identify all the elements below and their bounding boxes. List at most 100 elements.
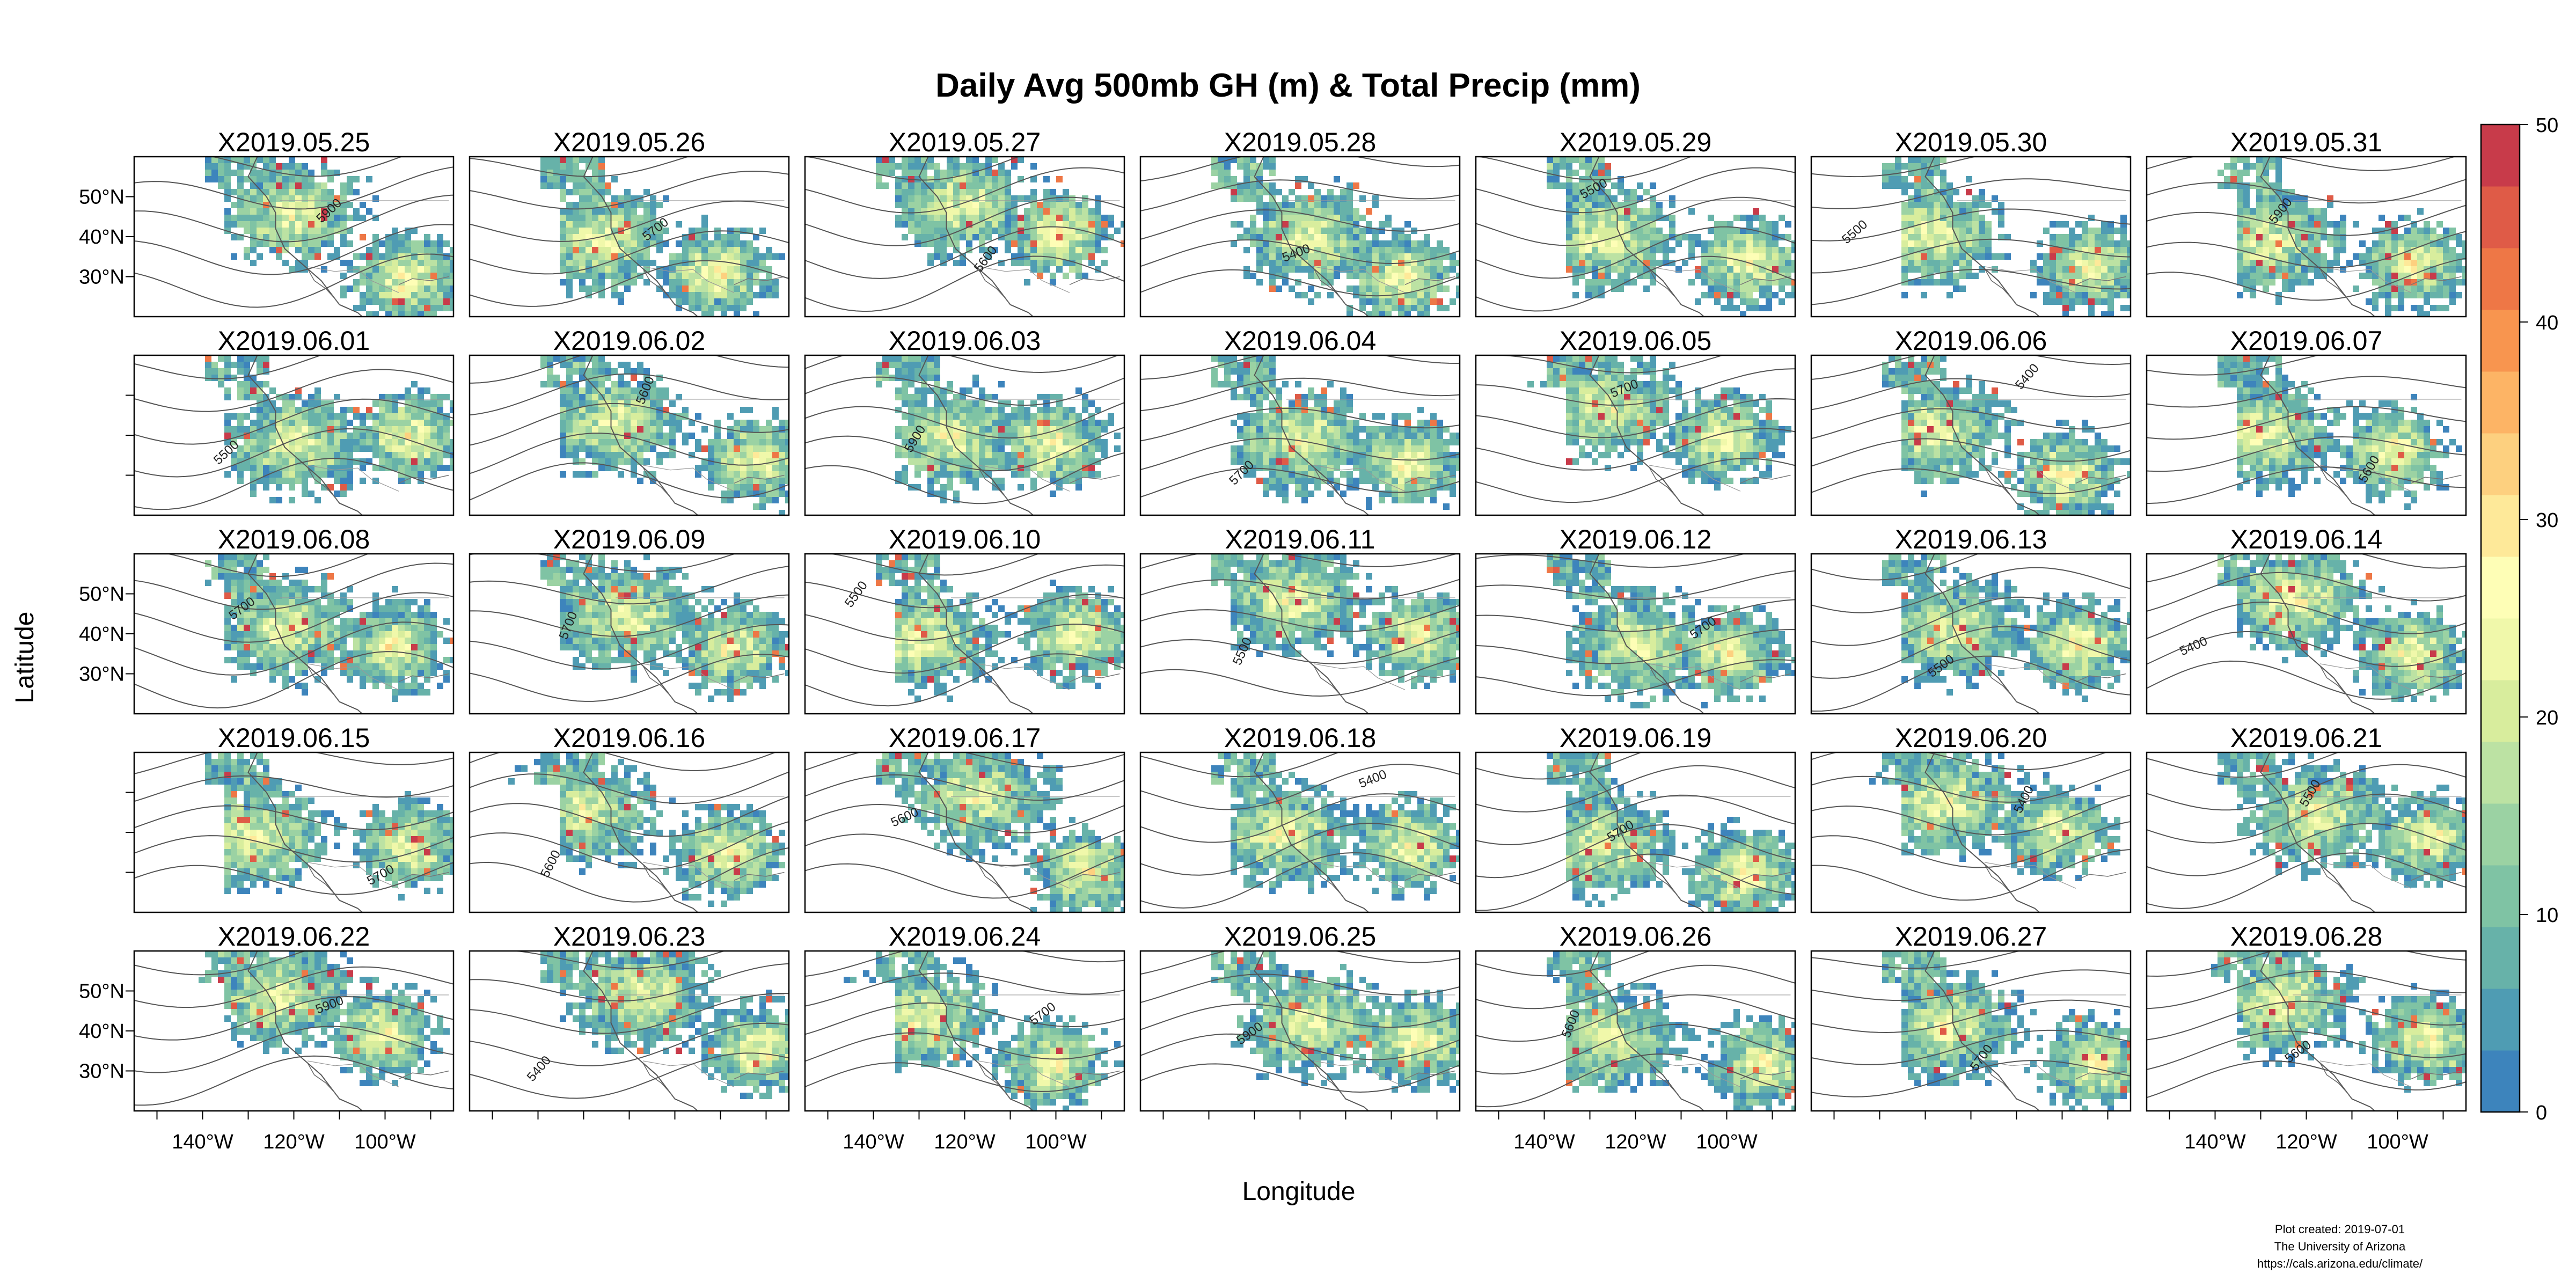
panel-title: X2019.06.21 [2230,723,2383,753]
colorbar-tick: 30 [2536,509,2558,532]
map-panel: 5700 [1810,950,2132,1119]
longitude-tick-labels: 140°W 120°W 100°W 140°W 120°W 100°W 140°W 120°W… [172,1131,2428,1153]
map-panel: 5700 [126,751,455,913]
map-panel: 5400 [1139,751,1461,913]
map-panel: 5900 [1139,950,1461,1119]
map-panel: 5700 [1475,354,1796,516]
map-panel: 5500 [1810,156,2132,318]
latitude-tick: 40°N [79,1020,125,1043]
map-panel: 5600 [469,751,790,913]
panel-title: X2019.06.04 [1224,326,1377,356]
panel-grid: X2019.05.255900X2019.05.265700X2019.05.2… [126,127,2467,1119]
colorbar-swatch [2481,742,2520,804]
colorbar-swatch [2481,186,2520,248]
panel-title: X2019.06.22 [218,921,370,952]
colorbar-swatch [2481,803,2520,866]
map-panel: 5400 [1810,751,2132,913]
panel-title: X2019.06.13 [1895,524,2047,554]
panel-title: X2019.06.07 [2230,326,2383,356]
colorbar-swatch [2481,495,2520,557]
panel-title: X2019.06.16 [553,723,706,753]
longitude-tick: 100°W [354,1131,416,1153]
latitude-tick: 40°N [79,623,125,646]
colorbar-swatch [2481,1050,2520,1113]
map-panel: 5500 [126,354,455,516]
map-panel: 5700 [469,156,790,318]
longitude-tick: 140°W [843,1131,904,1153]
map-panel: 5600 [1475,950,1796,1119]
panel-title: X2019.06.19 [1560,723,1712,753]
panel-title: X2019.05.25 [218,127,370,157]
map-panel: 5600 [804,156,1125,318]
panel-title: X2019.06.18 [1224,723,1377,753]
latitude-tick: 50°N [79,583,125,606]
colorbar: 0 10 20 30 40 50 [2480,114,2558,1124]
latitude-tick: 50°N [79,186,125,209]
map-panel: 5700 [804,950,1125,1119]
map-panel: 5600 [469,354,790,516]
panel-title: X2019.05.26 [553,127,706,157]
panel-title: X2019.06.08 [218,524,370,554]
colorbar-swatch [2481,125,2520,187]
map-panel: 5900 [126,156,455,318]
latitude-tick: 30°N [79,1060,125,1083]
latitude-tick-labels: 50°N 40°N 30°N 50°N 40°N 30°N 50°N 40°N 30°N [79,186,125,1083]
panel-title: X2019.06.09 [553,524,706,554]
credit-date: Plot created: 2019-07-01 [2275,1223,2405,1236]
latitude-tick: 30°N [79,266,125,289]
panel-title: X2019.06.10 [889,524,1041,554]
map-panel: 5700 [1475,751,1796,913]
colorbar-swatch [2481,680,2520,742]
panel-title: X2019.06.26 [1560,921,1712,952]
longitude-tick: 100°W [2367,1131,2428,1153]
map-panel: 5600 [2146,354,2467,516]
longitude-tick: 120°W [2275,1131,2337,1153]
panel-title: X2019.06.17 [889,723,1041,753]
panel-title: X2019.06.11 [1225,524,1375,554]
map-panel: 5500 [1810,553,2132,715]
map-panel: 5600 [804,751,1125,913]
map-panel: 5400 [2146,553,2467,715]
map-panel: 5400 [469,950,790,1119]
panel-title: X2019.06.27 [1895,921,2047,952]
panel-title: X2019.06.02 [553,326,706,356]
latitude-tick: 40°N [79,226,125,248]
map-panel: 5700 [126,553,455,715]
latitude-tick: 30°N [79,663,125,686]
panel-title: X2019.05.28 [1224,127,1377,157]
colorbar-swatch [2481,248,2520,310]
x-axis-label: Longitude [1242,1177,1356,1206]
colorbar-swatch [2481,865,2520,927]
map-panel: 5400 [1139,156,1461,318]
longitude-tick: 140°W [2184,1131,2246,1153]
map-panel: 5900 [2146,156,2467,318]
panel-title: X2019.06.03 [889,326,1041,356]
map-panel: 5500 [804,553,1125,715]
colorbar-swatch [2481,433,2520,495]
credit-url: https://cals.arizona.edu/climate/ [2257,1257,2423,1270]
panel-title: X2019.06.01 [218,326,370,356]
panel-title: X2019.05.29 [1560,127,1712,157]
longitude-tick: 120°W [263,1131,325,1153]
longitude-tick: 140°W [1513,1131,1575,1153]
panel-title: X2019.05.27 [889,127,1041,157]
credits: Plot created: 2019-07-01 The University … [2257,1223,2423,1270]
main-title: Daily Avg 500mb GH (m) & Total Precip (m… [935,67,1641,104]
longitude-tick: 100°W [1696,1131,1758,1153]
colorbar-tick: 50 [2536,114,2558,137]
latitude-tick: 50°N [79,980,125,1003]
map-panel: 5500 [2146,751,2467,913]
panel-title: X2019.05.30 [1895,127,2047,157]
colorbar-swatch [2481,310,2520,372]
longitude-tick: 100°W [1025,1131,1087,1153]
map-panel: 5400 [1810,354,2132,516]
colorbar-tick: 0 [2536,1102,2547,1124]
map-panel: 5900 [804,354,1125,516]
colorbar-swatch [2481,557,2520,619]
colorbar-swatch [2481,927,2520,989]
panel-title: X2019.06.05 [1560,326,1712,356]
map-panel: 5700 [1475,553,1796,715]
panel-title: X2019.06.12 [1560,524,1712,554]
panel-title: X2019.06.23 [553,921,706,952]
